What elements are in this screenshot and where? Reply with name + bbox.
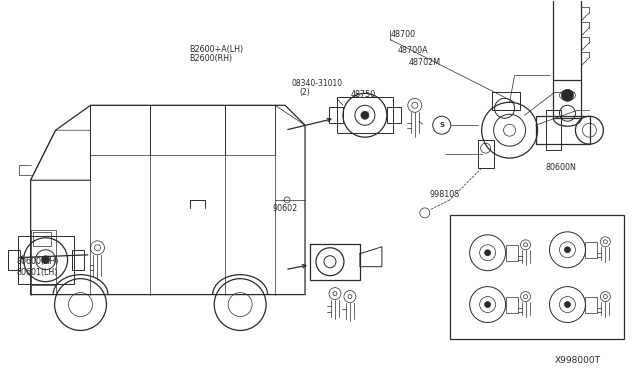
Bar <box>506 296 518 312</box>
Bar <box>225 105 275 155</box>
Text: B2600(RH): B2600(RH) <box>189 54 232 64</box>
Circle shape <box>564 247 570 253</box>
Text: 99810S: 99810S <box>430 190 460 199</box>
Circle shape <box>484 302 491 308</box>
Text: 80600(RH): 80600(RH) <box>17 257 59 266</box>
Text: X998000T: X998000T <box>555 356 601 365</box>
Bar <box>586 296 597 312</box>
Text: 48700: 48700 <box>390 31 415 39</box>
Bar <box>387 107 401 123</box>
Bar <box>586 242 597 258</box>
Circle shape <box>42 256 49 264</box>
Bar <box>337 97 393 133</box>
Text: 48700A: 48700A <box>398 46 429 55</box>
Text: B2600+A(LH): B2600+A(LH) <box>189 45 243 54</box>
Circle shape <box>561 89 573 101</box>
Bar <box>506 245 518 261</box>
Bar <box>90 105 150 155</box>
Bar <box>450 215 625 339</box>
Circle shape <box>361 111 369 119</box>
Bar <box>33 232 51 246</box>
Text: S: S <box>439 122 444 128</box>
Bar <box>8 250 20 270</box>
Bar <box>477 140 493 168</box>
Text: (2): (2) <box>299 88 310 97</box>
Text: 08340-31010: 08340-31010 <box>291 78 342 87</box>
Circle shape <box>564 302 570 308</box>
Text: 80601(LH): 80601(LH) <box>17 267 58 276</box>
Bar <box>150 105 225 155</box>
Text: 48750: 48750 <box>351 90 376 99</box>
Bar <box>545 110 561 150</box>
Bar <box>492 92 520 110</box>
Bar <box>536 116 591 144</box>
Text: 90602: 90602 <box>272 204 298 213</box>
Text: 48702M: 48702M <box>408 58 440 67</box>
Bar <box>329 107 343 123</box>
Bar <box>72 250 83 270</box>
Text: 80600N: 80600N <box>546 163 577 172</box>
Bar <box>554 80 581 118</box>
Bar <box>18 236 74 283</box>
Circle shape <box>484 250 491 256</box>
